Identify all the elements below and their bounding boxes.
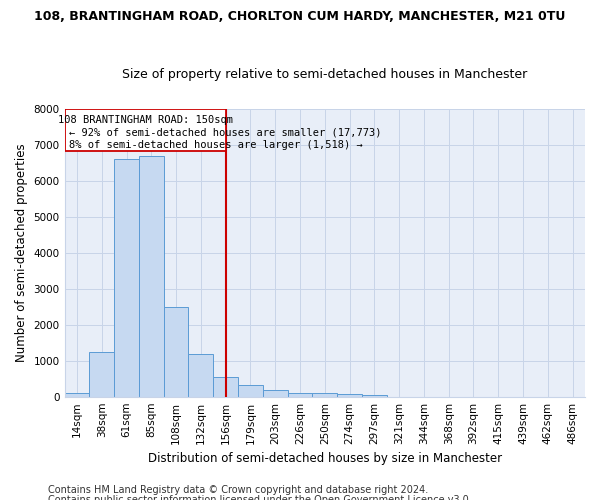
Bar — [337, 394, 362, 396]
Bar — [362, 395, 387, 396]
Bar — [139, 156, 164, 396]
FancyBboxPatch shape — [65, 110, 226, 151]
Text: Contains public sector information licensed under the Open Government Licence v3: Contains public sector information licen… — [48, 495, 472, 500]
X-axis label: Distribution of semi-detached houses by size in Manchester: Distribution of semi-detached houses by … — [148, 452, 502, 465]
Title: Size of property relative to semi-detached houses in Manchester: Size of property relative to semi-detach… — [122, 68, 527, 81]
Bar — [287, 392, 313, 396]
Bar — [238, 385, 263, 396]
Y-axis label: Number of semi-detached properties: Number of semi-detached properties — [15, 144, 28, 362]
Text: Contains HM Land Registry data © Crown copyright and database right 2024.: Contains HM Land Registry data © Crown c… — [48, 485, 428, 495]
Text: 8% of semi-detached houses are larger (1,518) →: 8% of semi-detached houses are larger (1… — [70, 140, 363, 149]
Bar — [65, 394, 89, 396]
Text: 108, BRANTINGHAM ROAD, CHORLTON CUM HARDY, MANCHESTER, M21 0TU: 108, BRANTINGHAM ROAD, CHORLTON CUM HARD… — [34, 10, 566, 23]
Bar — [164, 308, 188, 396]
Text: 108 BRANTINGHAM ROAD: 150sqm: 108 BRANTINGHAM ROAD: 150sqm — [58, 115, 233, 125]
Bar — [213, 376, 238, 396]
Text: ← 92% of semi-detached houses are smaller (17,773): ← 92% of semi-detached houses are smalle… — [70, 128, 382, 138]
Bar — [313, 393, 337, 396]
Bar — [263, 390, 287, 396]
Bar — [188, 354, 213, 397]
Bar — [114, 159, 139, 396]
Bar — [89, 352, 114, 397]
